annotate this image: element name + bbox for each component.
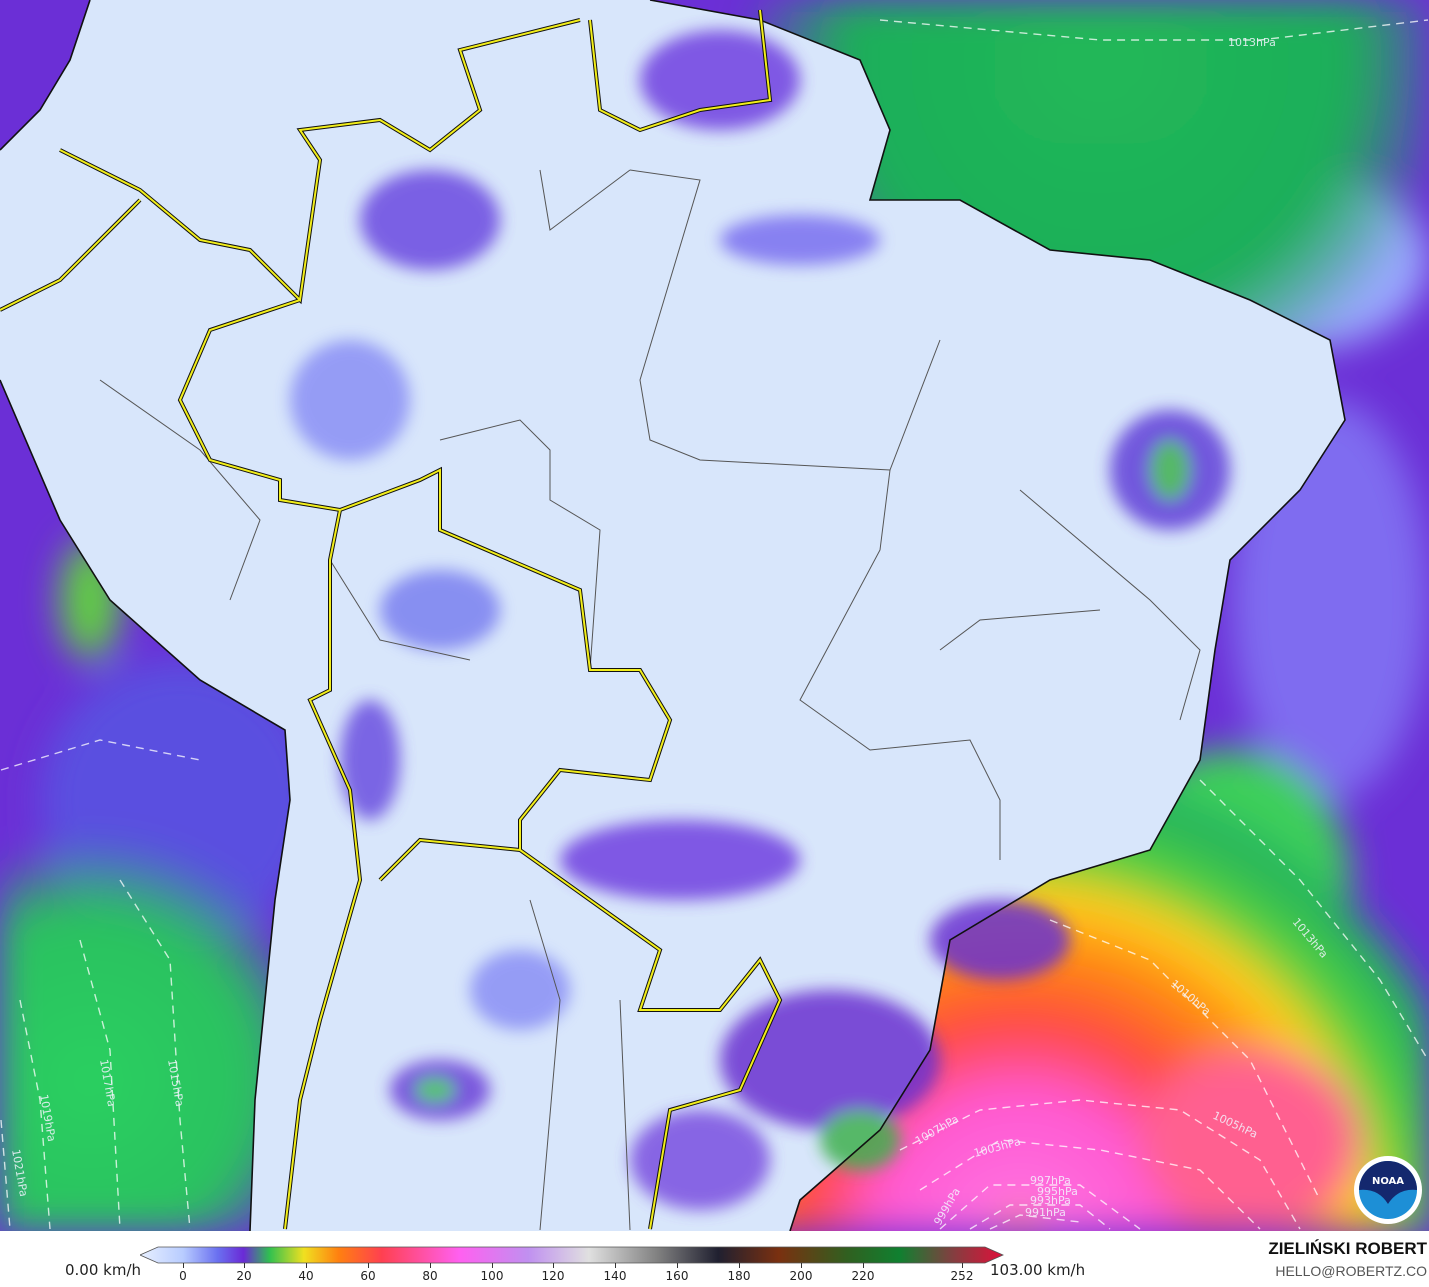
- legend-tick-mark: [677, 1263, 678, 1268]
- legend-tick-mark: [430, 1263, 431, 1268]
- svg-text:995hPa: 995hPa: [1037, 1185, 1078, 1198]
- state-borders: [99, 169, 1201, 1231]
- legend-tick-mark: [615, 1263, 616, 1268]
- legend-max-label: 103.00 km/h: [990, 1261, 1086, 1279]
- legend-tick-mark: [801, 1263, 802, 1268]
- svg-text:997hPa: 997hPa: [1030, 1174, 1071, 1187]
- legend-tick-mark: [492, 1263, 493, 1268]
- legend-tick-mark: [368, 1263, 369, 1268]
- svg-text:1013hPa: 1013hPa: [1228, 36, 1276, 49]
- legend-tick-mark: [244, 1263, 245, 1268]
- legend-tick-label: 180: [727, 1269, 751, 1283]
- legend-tick-label: 140: [603, 1269, 627, 1283]
- noaa-logo: NOAA: [1354, 1156, 1422, 1224]
- svg-text:993hPa: 993hPa: [1030, 1194, 1071, 1207]
- land: [0, 0, 1345, 1231]
- legend-tick-mark: [962, 1263, 963, 1268]
- svg-text:991hPa: 991hPa: [1025, 1206, 1066, 1219]
- legend-tick-label: 120: [541, 1269, 565, 1283]
- legend: 0.00 km/h 0 20 40 60 80 100 120 140 160 180 200 220…: [0, 1231, 1429, 1287]
- legend-tick-label: 40: [298, 1269, 314, 1283]
- legend-min-label: 0.00 km/h: [65, 1261, 142, 1279]
- legend-tick-label: 160: [665, 1269, 689, 1283]
- svg-text:NOAA: NOAA: [1372, 1176, 1404, 1187]
- legend-tick-mark: [739, 1263, 740, 1268]
- legend-tick-label: 0: [179, 1269, 187, 1283]
- coastline: [0, 0, 1346, 1231]
- legend-tick-label: 200: [789, 1269, 813, 1283]
- author-email[interactable]: HELLO@ROBERTZ.CO: [1275, 1263, 1427, 1279]
- legend-tick-mark: [863, 1263, 864, 1268]
- legend-tick-label: 60: [360, 1269, 376, 1283]
- legend-tick-mark: [306, 1263, 307, 1268]
- legend-tick-label: 80: [422, 1269, 438, 1283]
- legend-tick-label: 100: [480, 1269, 504, 1283]
- isobars: [0, 19, 1429, 1230]
- legend-tick-label: 20: [236, 1269, 252, 1283]
- land-wind-field: [290, 30, 1230, 1210]
- legend-tick-label: 220: [851, 1269, 875, 1283]
- country-borders-yellow: [0, 9, 782, 1230]
- legend-tick-mark: [553, 1263, 554, 1268]
- legend-colorbar: [140, 1246, 1004, 1264]
- legend-tick-label: 252: [950, 1269, 974, 1283]
- author-name: ZIELIŃSKI ROBERT: [1268, 1239, 1427, 1258]
- legend-tick-mark: [183, 1263, 184, 1268]
- wind-map[interactable]: 1013hPa 1013hPa 1010hPa 1007hPa 1005hPa …: [0, 0, 1429, 1231]
